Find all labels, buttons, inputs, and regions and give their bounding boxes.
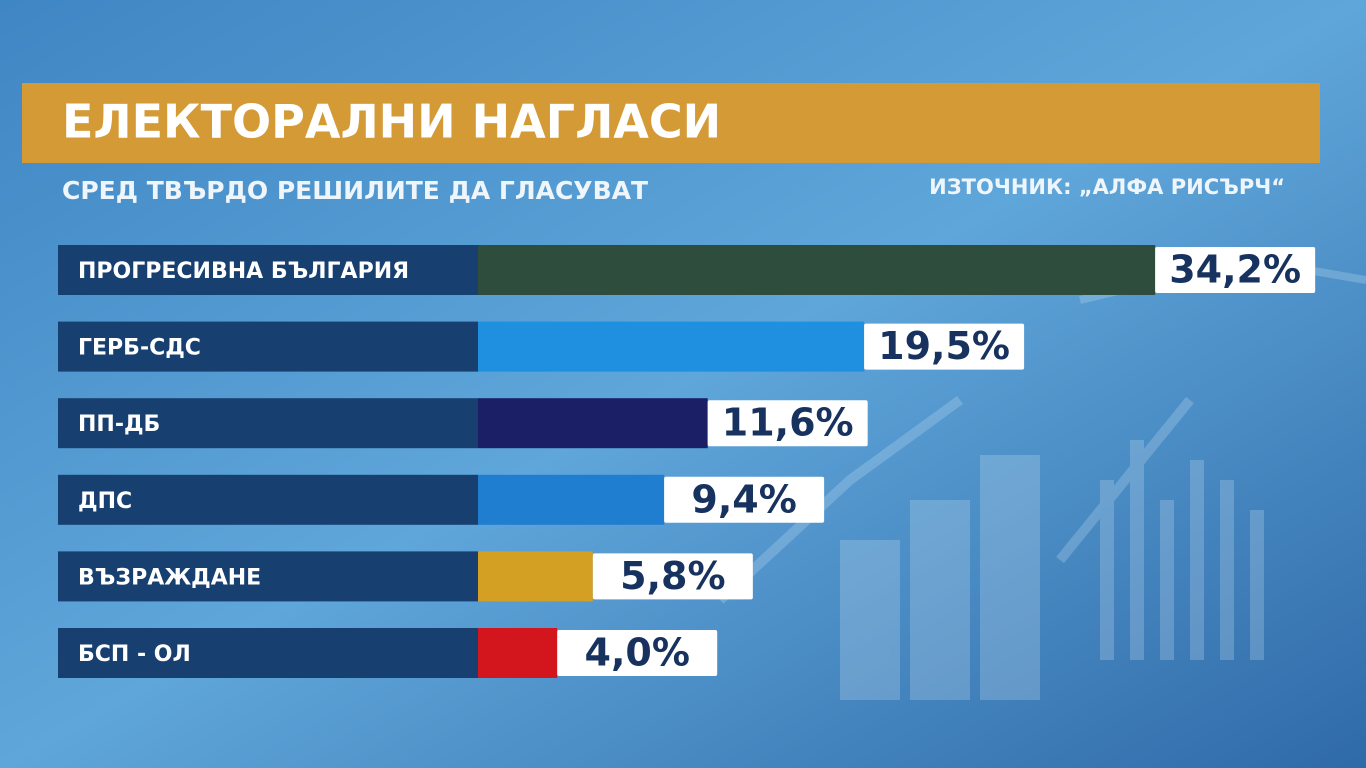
- value-label: 11,6%: [722, 401, 854, 445]
- category-block: [58, 628, 478, 678]
- category-block: [58, 245, 478, 295]
- value-label: 19,5%: [878, 324, 1010, 368]
- value-box: [664, 476, 825, 523]
- bar: [478, 474, 665, 525]
- value-box: [1155, 247, 1316, 293]
- bar: [478, 398, 708, 449]
- value-box: [864, 323, 1025, 370]
- value-label: 9,4%: [691, 477, 796, 521]
- subtitle: СРЕД ТВЪРДО РЕШИЛИТЕ ДА ГЛАСУВАТ: [62, 176, 648, 205]
- category-block: [58, 398, 478, 449]
- category-block: [58, 474, 478, 525]
- bar: [478, 551, 593, 602]
- value-box: [557, 630, 718, 676]
- category-label: ПП-ДБ: [78, 412, 160, 437]
- category-block: [58, 551, 478, 602]
- value-label: 5,8%: [620, 554, 725, 598]
- bar: [478, 321, 865, 372]
- category-label: БСП - ОЛ: [78, 642, 191, 667]
- bar: [478, 628, 558, 678]
- value-label: 4,0%: [585, 631, 690, 675]
- category-label: ГЕРБ-СДС: [78, 336, 201, 361]
- bar: [478, 245, 1156, 295]
- chart-title: ЕЛЕКТОРАЛНИ НАГЛАСИ: [62, 95, 721, 149]
- value-label: 34,2%: [1169, 248, 1301, 292]
- value-box: [592, 553, 753, 600]
- source: ИЗТОЧНИК: „АЛФА РИСЪРЧ“: [929, 175, 1285, 199]
- category-block: [58, 321, 478, 372]
- value-box: [707, 400, 868, 447]
- category-label: ВЪЗРАЖДАНЕ: [78, 565, 261, 590]
- title-band: [22, 83, 1320, 163]
- category-label: ПРОГРЕСИВНА БЪЛГАРИЯ: [78, 259, 409, 284]
- category-label: ДПС: [78, 489, 132, 514]
